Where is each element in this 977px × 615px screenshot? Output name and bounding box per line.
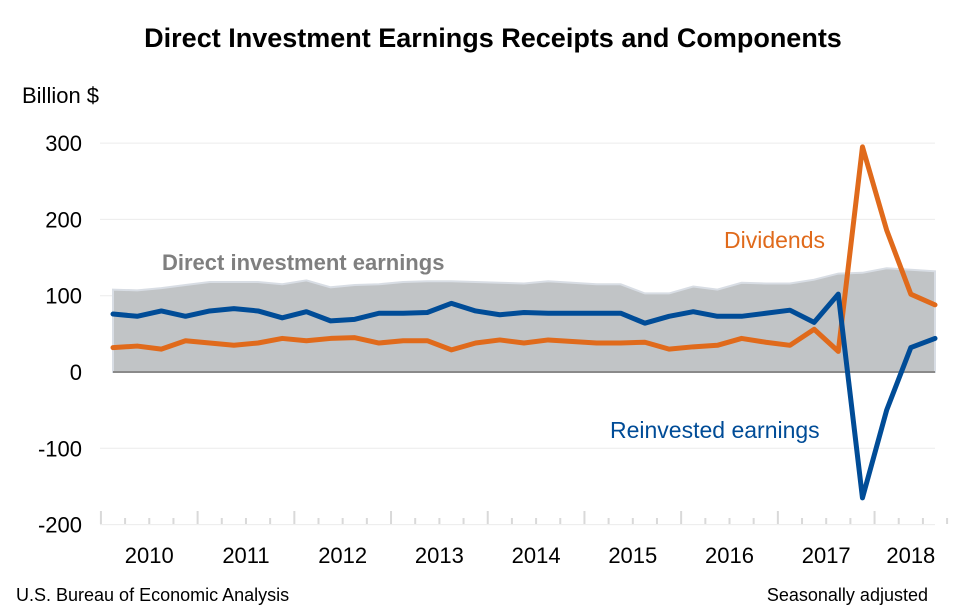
x-tick-label: 2015	[608, 543, 657, 568]
area-direct-investment-earnings	[112, 267, 936, 373]
y-tick-label: -100	[38, 436, 82, 461]
x-tick-label: 2012	[318, 543, 367, 568]
x-tick-label: 2010	[125, 543, 174, 568]
x-tick-label: 2014	[512, 543, 561, 568]
x-tick-label: 2016	[705, 543, 754, 568]
y-tick-label: 300	[45, 131, 82, 156]
y-tick-label: 0	[70, 360, 82, 385]
chart-title: Direct Investment Earnings Receipts and …	[144, 23, 842, 53]
x-tick-label: 2018	[886, 543, 935, 568]
series-label-direct-investment-earnings: Direct investment earnings	[162, 250, 444, 275]
line-reinvested-earnings	[110, 291, 938, 501]
x-tick-label: 2011	[222, 543, 269, 568]
series-label-reinvested-earnings: Reinvested earnings	[610, 417, 820, 443]
y-tick-label: -200	[38, 513, 82, 538]
line-dividends	[110, 144, 938, 354]
source-note: U.S. Bureau of Economic Analysis	[16, 585, 289, 605]
series-label-dividends: Dividends	[724, 227, 825, 253]
seasonal-note: Seasonally adjusted	[767, 585, 928, 605]
y-tick-label: 200	[45, 207, 82, 232]
x-tick-label: 2017	[802, 543, 851, 568]
y-tick-label: 100	[45, 284, 82, 309]
x-tick-label: 2013	[415, 543, 464, 568]
y-axis-label: Billion $	[22, 83, 99, 108]
